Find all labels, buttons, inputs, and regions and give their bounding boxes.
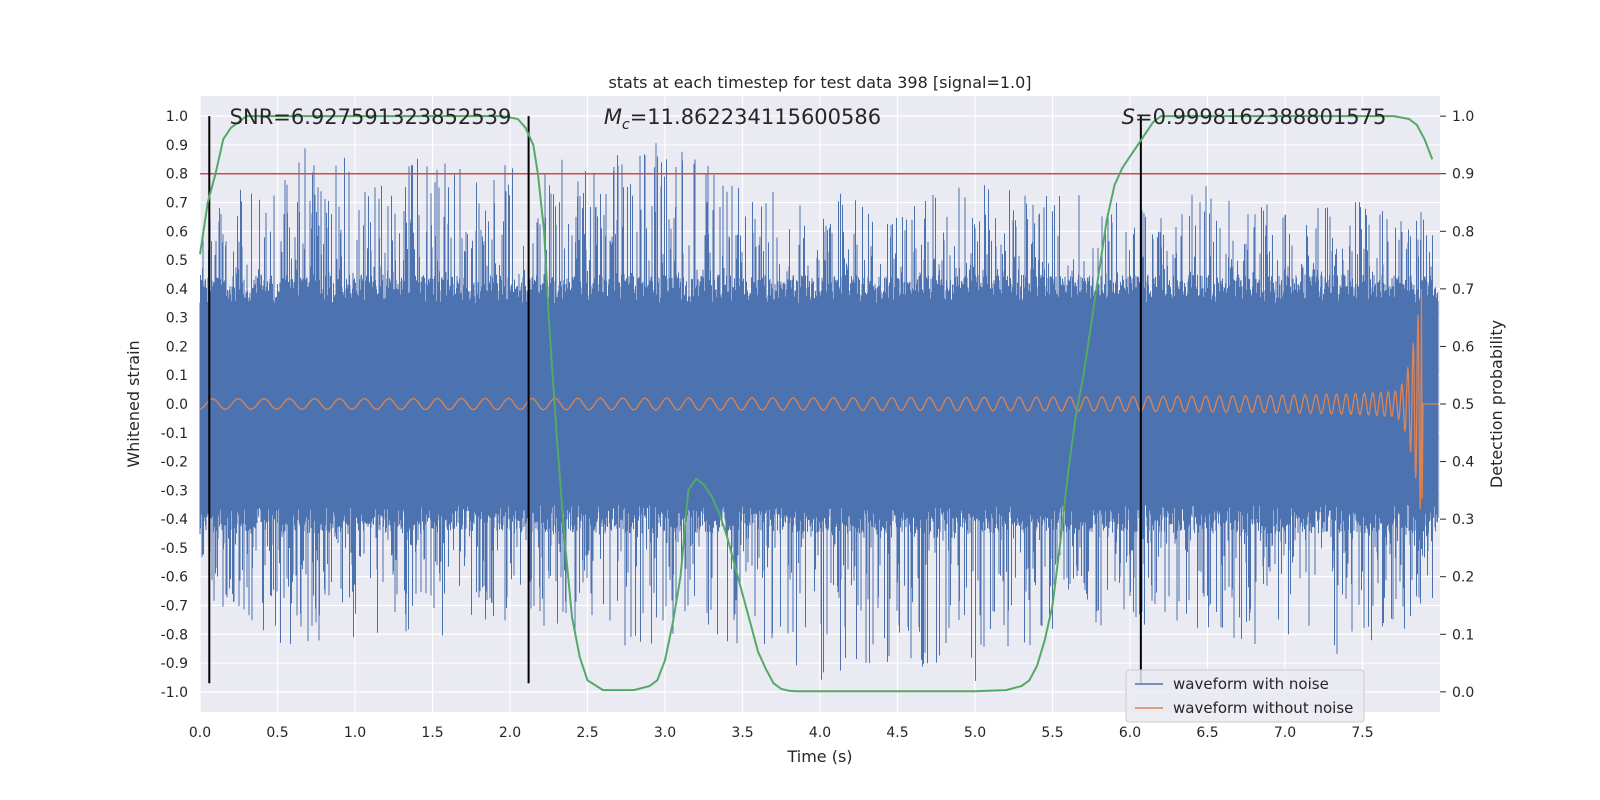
noise-trace — [199, 143, 1439, 681]
x-tick-label: 2.5 — [576, 725, 598, 741]
y2-tick-label: 0.0 — [1452, 685, 1474, 701]
x-tick-label: 0.5 — [266, 725, 288, 741]
x-tick-label: 6.5 — [1196, 725, 1218, 741]
y-tick-label: -0.9 — [161, 656, 188, 672]
y2-axis-label: Detection probability — [1487, 320, 1506, 488]
snr-annotation: SNR=6.927591323852539 — [230, 105, 512, 129]
y-tick-label: -0.6 — [161, 570, 188, 586]
probability-layer — [199, 115, 1434, 693]
y2-tick-label: 0.9 — [1452, 167, 1474, 183]
y-tick-label: -0.4 — [161, 512, 188, 528]
y-tick-label: -1.0 — [161, 685, 188, 701]
y-axis-label: Whitened strain — [124, 340, 143, 467]
y2-tick-label: 0.5 — [1452, 397, 1474, 413]
y-tick-label: 1.0 — [166, 109, 188, 125]
probability-line — [199, 115, 1434, 693]
y-tick-label: -0.5 — [161, 541, 188, 557]
x-tick-label: 0.0 — [189, 725, 211, 741]
y-ticks: 1.0 0.9 0.8 0.7 0.6 0.5 0.4 0.3 0.2 0.1 0.0 -0.1 -0.… — [161, 109, 188, 701]
legend-box — [1125, 669, 1365, 723]
noise-waveform — [199, 143, 1439, 681]
y2-tick-label: 1.0 — [1452, 109, 1474, 125]
x-ticks: 0.0 0.5 1.0 1.5 2.0 2.5 3.0 3.5 4.0 4.5 5.0 5.5 6.0 6… — [189, 725, 1374, 741]
y-tick-label: 0.4 — [166, 282, 188, 298]
y-tick-label: -0.7 — [161, 598, 188, 614]
y-tick-label: 0.8 — [166, 167, 188, 183]
legend-label-clean: waveform without noise — [1173, 699, 1353, 717]
y-tick-label: 0.2 — [166, 339, 188, 355]
x-tick-label: 7.0 — [1274, 725, 1296, 741]
x-axis-label: Time (s) — [786, 747, 852, 766]
y-tick-label: 0.6 — [166, 224, 188, 240]
chirp-mass-symbol: M — [604, 105, 622, 129]
score-symbol: S — [1122, 105, 1135, 129]
y-tick-label: 0.5 — [166, 253, 188, 269]
y-tick-label: 0.3 — [166, 311, 188, 327]
chirp-mass-subscript: c — [622, 117, 630, 133]
y2-tick-label: 0.4 — [1452, 455, 1474, 471]
y-tick-label: 0.7 — [166, 196, 188, 212]
y-tick-label: 0.0 — [166, 397, 188, 413]
x-tick-label: 4.0 — [809, 725, 831, 741]
chirp-mass-annotation: Mc=11.862234115600586 — [604, 105, 881, 133]
x-tick-label: 5.5 — [1041, 725, 1063, 741]
y2-tick-label: 0.2 — [1452, 570, 1474, 586]
clean-waveform — [199, 288, 1439, 510]
y2-tick-label: 0.7 — [1452, 282, 1474, 298]
y2-tick-label: 0.6 — [1452, 339, 1474, 355]
chart-title: stats at each timestep for test data 398… — [608, 73, 1031, 92]
y-tick-label: -0.1 — [161, 426, 188, 442]
x-tick-label: 3.5 — [731, 725, 753, 741]
score-value: =0.9998162388801575 — [1135, 105, 1386, 129]
legend: waveform with noise waveform without noi… — [1125, 669, 1365, 723]
x-tick-label: 7.5 — [1351, 725, 1373, 741]
y-tick-label: -0.3 — [161, 483, 188, 499]
x-tick-label: 4.5 — [886, 725, 908, 741]
x-tick-label: 1.5 — [421, 725, 443, 741]
y-tick-label: -0.8 — [161, 627, 188, 643]
y-tick-label: 0.9 — [166, 138, 188, 154]
clean-trace — [199, 288, 1439, 510]
legend-label-noise: waveform with noise — [1173, 675, 1329, 693]
score-annotation: S=0.9998162388801575 — [1122, 105, 1387, 129]
y2-tick-label: 0.3 — [1452, 512, 1474, 528]
y2-tick-label: 0.1 — [1452, 627, 1474, 643]
x-tick-label: 3.0 — [654, 725, 676, 741]
chirp-mass-value: =11.862234115600586 — [630, 105, 881, 129]
x-tick-label: 1.0 — [344, 725, 366, 741]
y2-tick-label: 0.8 — [1452, 224, 1474, 240]
x-tick-label: 2.0 — [499, 725, 521, 741]
y-tick-label: 0.1 — [166, 368, 188, 384]
y-tick-label: -0.2 — [161, 455, 188, 471]
x-tick-label: 6.0 — [1119, 725, 1141, 741]
y2-ticks: 1.0 0.9 0.8 0.7 0.6 0.5 0.4 0.3 0.2 0.1 0.0 — [1440, 109, 1474, 701]
x-tick-label: 5.0 — [964, 725, 986, 741]
markers — [208, 116, 1142, 684]
